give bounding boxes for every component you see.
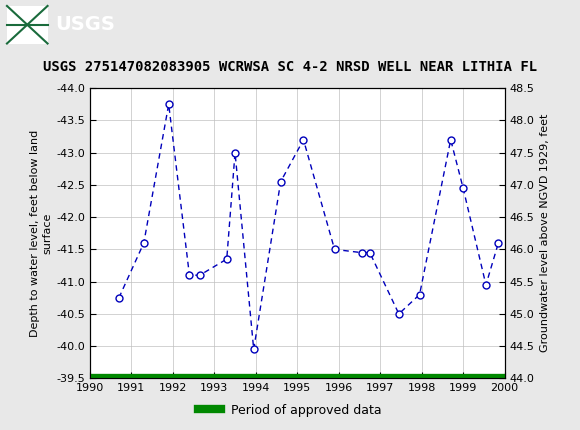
Y-axis label: Depth to water level, feet below land
surface: Depth to water level, feet below land su… [30,130,52,337]
Bar [7,6,48,43]
Y-axis label: Groundwater level above NGVD 1929, feet: Groundwater level above NGVD 1929, feet [540,114,550,353]
Text: USGS 275147082083905 WCRWSA SC 4-2 NRSD WELL NEAR LITHIA FL: USGS 275147082083905 WCRWSA SC 4-2 NRSD … [43,60,537,74]
Legend: Period of approved data: Period of approved data [194,399,386,421]
Text: USGS: USGS [55,15,115,34]
